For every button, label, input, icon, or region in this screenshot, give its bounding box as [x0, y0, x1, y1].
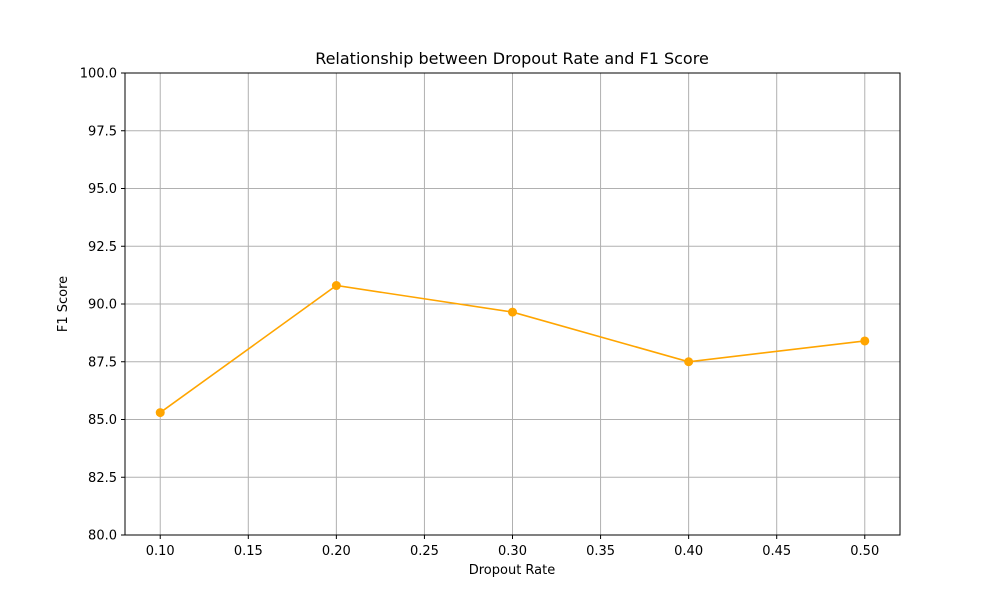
- y-tick-label: 100.0: [80, 67, 117, 82]
- x-tick-label: 0.10: [146, 544, 175, 559]
- x-axis-label: Dropout Rate: [469, 563, 556, 578]
- y-tick-label: 87.5: [88, 355, 117, 370]
- data-point: [684, 357, 694, 367]
- y-tick-label: 92.5: [88, 240, 117, 255]
- data-point: [331, 281, 341, 291]
- x-tick-label: 0.30: [498, 544, 527, 559]
- x-tick-label: 0.35: [586, 544, 615, 559]
- data-point: [860, 336, 870, 346]
- data-point: [508, 307, 517, 317]
- data-point: [155, 408, 165, 418]
- ticks: 0.10 0.15 0.20 0.25 0.30 0.35 0.40 0.45 0.50 80.0…: [80, 67, 879, 560]
- x-tick-label: 0.40: [674, 544, 703, 559]
- y-tick-label: 97.5: [88, 124, 117, 139]
- x-tick-label: 0.25: [410, 544, 439, 559]
- chart-title: Relationship between Dropout Rate and F1…: [315, 49, 709, 68]
- y-tick-label: 90.0: [88, 298, 117, 313]
- y-tick-label: 95.0: [88, 182, 117, 197]
- y-tick-label: 85.0: [88, 413, 117, 428]
- y-tick-label: 82.5: [88, 471, 117, 486]
- y-tick-label: 80.0: [88, 529, 117, 544]
- x-tick-label: 0.50: [850, 544, 879, 559]
- series: [155, 281, 870, 418]
- x-tick-label: 0.20: [322, 544, 351, 559]
- grid: [125, 72, 900, 536]
- x-tick-label: 0.15: [234, 544, 263, 559]
- x-tick-label: 0.45: [762, 544, 791, 559]
- y-axis-label: F1 Score: [56, 276, 71, 332]
